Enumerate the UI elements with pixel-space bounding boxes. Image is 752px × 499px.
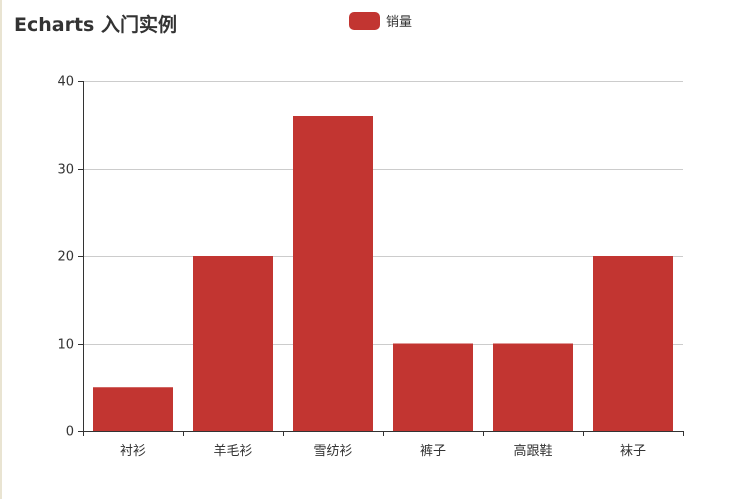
chart-title: Echarts 入门实例: [14, 14, 177, 36]
bar[interactable]: [493, 343, 573, 432]
bar[interactable]: [293, 116, 373, 431]
x-tick-label: 雪纺衫: [313, 444, 352, 459]
bar[interactable]: [393, 343, 473, 432]
bar[interactable]: [593, 256, 673, 431]
bar[interactable]: [93, 387, 173, 431]
legend-swatch: [349, 11, 380, 30]
x-tick-label: 羊毛衫: [213, 443, 252, 459]
y-tick-label: 30: [57, 163, 74, 178]
legend-item[interactable]: 销量: [349, 11, 412, 30]
x-tick-label: 袜子: [620, 444, 646, 459]
x-tick-label: 衬衫: [120, 444, 146, 459]
bar[interactable]: [193, 256, 273, 431]
x-tick-label: 高跟鞋: [513, 443, 552, 459]
y-tick-label: 10: [57, 338, 74, 353]
y-tick-label: 40: [57, 75, 74, 90]
y-tick-label: 20: [57, 250, 74, 265]
y-tick-label: 0: [66, 425, 74, 440]
page-left-border: [0, 0, 2, 499]
legend-label: 销量: [386, 15, 413, 30]
x-tick-label: 裤子: [420, 444, 446, 459]
